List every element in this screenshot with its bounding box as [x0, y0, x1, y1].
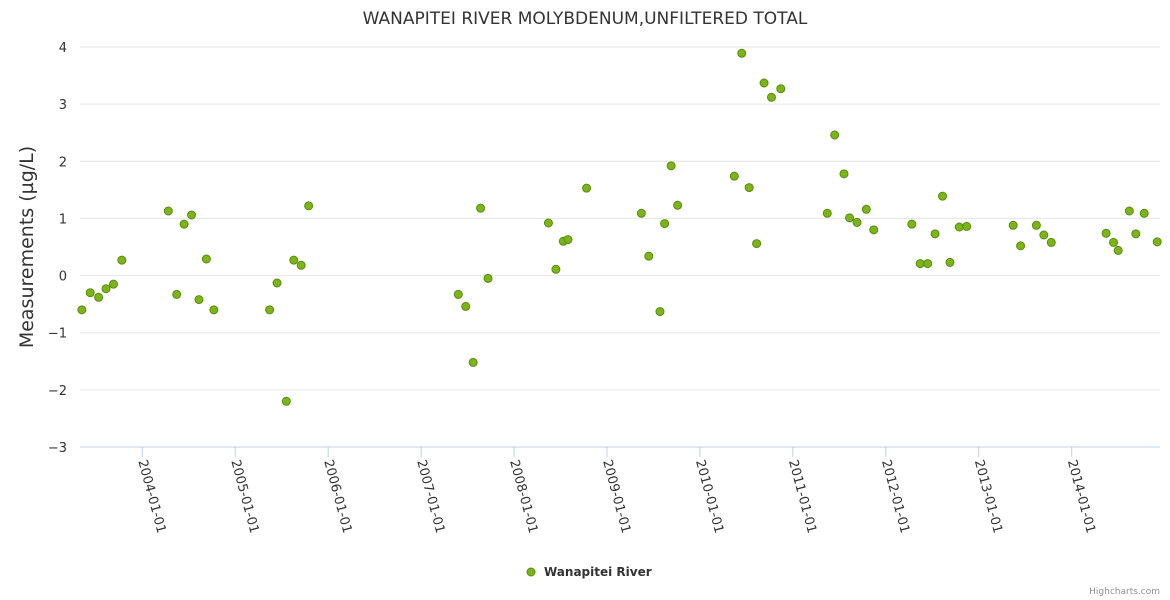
data-point[interactable]	[962, 221, 972, 231]
data-point[interactable]	[265, 305, 275, 315]
y-axis-label: Measurements (µg/L)	[16, 146, 38, 348]
data-point[interactable]	[1039, 230, 1049, 240]
data-point[interactable]	[1008, 220, 1018, 230]
data-point[interactable]	[954, 222, 964, 232]
data-point[interactable]	[117, 255, 127, 265]
data-point[interactable]	[77, 305, 87, 315]
data-point[interactable]	[930, 229, 940, 239]
chart-title: WANAPITEI RIVER MOLYBDENUM,UNFILTERED TO…	[363, 9, 808, 29]
data-point[interactable]	[759, 78, 769, 88]
data-point[interactable]	[1109, 237, 1119, 247]
data-point[interactable]	[163, 206, 173, 216]
y-tick-label: 0	[59, 270, 67, 285]
y-axis-ticks: −3 −2 −1 0 1 2 3 4	[48, 41, 67, 456]
data-point[interactable]	[461, 301, 471, 311]
data-point[interactable]	[476, 203, 486, 213]
data-point[interactable]	[915, 259, 925, 269]
x-tick-label: 2013-01-01	[971, 458, 1005, 535]
legend-label: Wanapitei River	[544, 565, 652, 579]
data-point[interactable]	[852, 217, 862, 227]
x-tick-label: 2009-01-01	[599, 458, 633, 535]
data-point[interactable]	[468, 357, 478, 367]
data-point[interactable]	[666, 161, 676, 171]
data-point[interactable]	[737, 48, 747, 58]
data-point[interactable]	[766, 92, 776, 102]
data-point[interactable]	[483, 273, 493, 283]
data-point[interactable]	[108, 279, 118, 289]
legend-item[interactable]: Wanapitei River	[526, 565, 652, 579]
data-point[interactable]	[673, 200, 683, 210]
y-tick-label: −1	[48, 327, 67, 342]
data-point[interactable]	[752, 239, 762, 249]
y-tick-label: 1	[59, 212, 67, 227]
grid-lines	[80, 46, 1160, 391]
data-point[interactable]	[938, 191, 948, 201]
y-tick-label: 3	[59, 98, 67, 113]
data-point[interactable]	[187, 210, 197, 220]
data-point[interactable]	[861, 204, 871, 214]
data-point[interactable]	[543, 218, 553, 228]
data-point[interactable]	[1101, 228, 1111, 238]
data-point[interactable]	[85, 288, 95, 298]
data-point[interactable]	[1124, 206, 1134, 216]
data-point[interactable]	[101, 284, 111, 294]
data-point[interactable]	[304, 201, 314, 211]
data-point[interactable]	[1152, 237, 1162, 247]
x-tick-label: 2011-01-01	[785, 458, 819, 535]
data-point[interactable]	[1139, 208, 1149, 218]
legend-marker-icon	[526, 567, 536, 577]
x-tick-label: 2012-01-01	[878, 458, 912, 535]
x-tick-label: 2005-01-01	[227, 458, 261, 535]
data-point[interactable]	[644, 251, 654, 261]
x-tick-label: 2010-01-01	[692, 458, 726, 535]
data-point[interactable]	[845, 213, 855, 223]
data-point[interactable]	[830, 130, 840, 140]
data-point[interactable]	[945, 257, 955, 267]
data-point[interactable]	[907, 219, 917, 229]
data-point[interactable]	[636, 208, 646, 218]
credits-link[interactable]: Highcharts.com	[1089, 587, 1160, 597]
data-point[interactable]	[729, 171, 739, 181]
data-point[interactable]	[209, 305, 219, 315]
data-point[interactable]	[776, 84, 786, 94]
data-point[interactable]	[453, 289, 463, 299]
y-tick-label: −2	[48, 384, 67, 399]
data-point[interactable]	[1031, 220, 1041, 230]
data-point[interactable]	[582, 183, 592, 193]
x-tick-label: 2007-01-01	[413, 458, 447, 535]
y-tick-label: 4	[59, 41, 67, 56]
x-tick-label: 2008-01-01	[506, 458, 540, 535]
data-points	[77, 48, 1162, 406]
data-point[interactable]	[839, 169, 849, 179]
data-point[interactable]	[179, 219, 189, 229]
x-tick-label: 2004-01-01	[134, 458, 168, 535]
data-point[interactable]	[923, 259, 933, 269]
data-point[interactable]	[94, 292, 104, 302]
data-point[interactable]	[201, 254, 211, 264]
data-point[interactable]	[1131, 229, 1141, 239]
data-point[interactable]	[296, 260, 306, 270]
data-point[interactable]	[289, 255, 299, 265]
data-point[interactable]	[660, 219, 670, 229]
data-point[interactable]	[272, 278, 282, 288]
data-point[interactable]	[655, 307, 665, 317]
data-point[interactable]	[172, 289, 182, 299]
x-tick-label: 2006-01-01	[320, 458, 354, 535]
data-point[interactable]	[869, 225, 879, 235]
y-tick-label: 2	[59, 155, 67, 170]
data-point[interactable]	[194, 295, 204, 305]
data-point[interactable]	[551, 264, 561, 274]
x-axis-ticks: 2004-01-01 2005-01-01 2006-01-01 2007-01-01…	[134, 447, 1098, 535]
data-point[interactable]	[281, 396, 291, 406]
y-tick-label: −3	[48, 441, 67, 456]
data-point[interactable]	[1046, 237, 1056, 247]
data-point[interactable]	[744, 183, 754, 193]
x-tick-label: 2014-01-01	[1064, 458, 1098, 535]
data-point[interactable]	[822, 208, 832, 218]
data-point[interactable]	[563, 235, 573, 245]
data-point[interactable]	[1113, 245, 1123, 255]
data-point[interactable]	[1016, 241, 1026, 251]
